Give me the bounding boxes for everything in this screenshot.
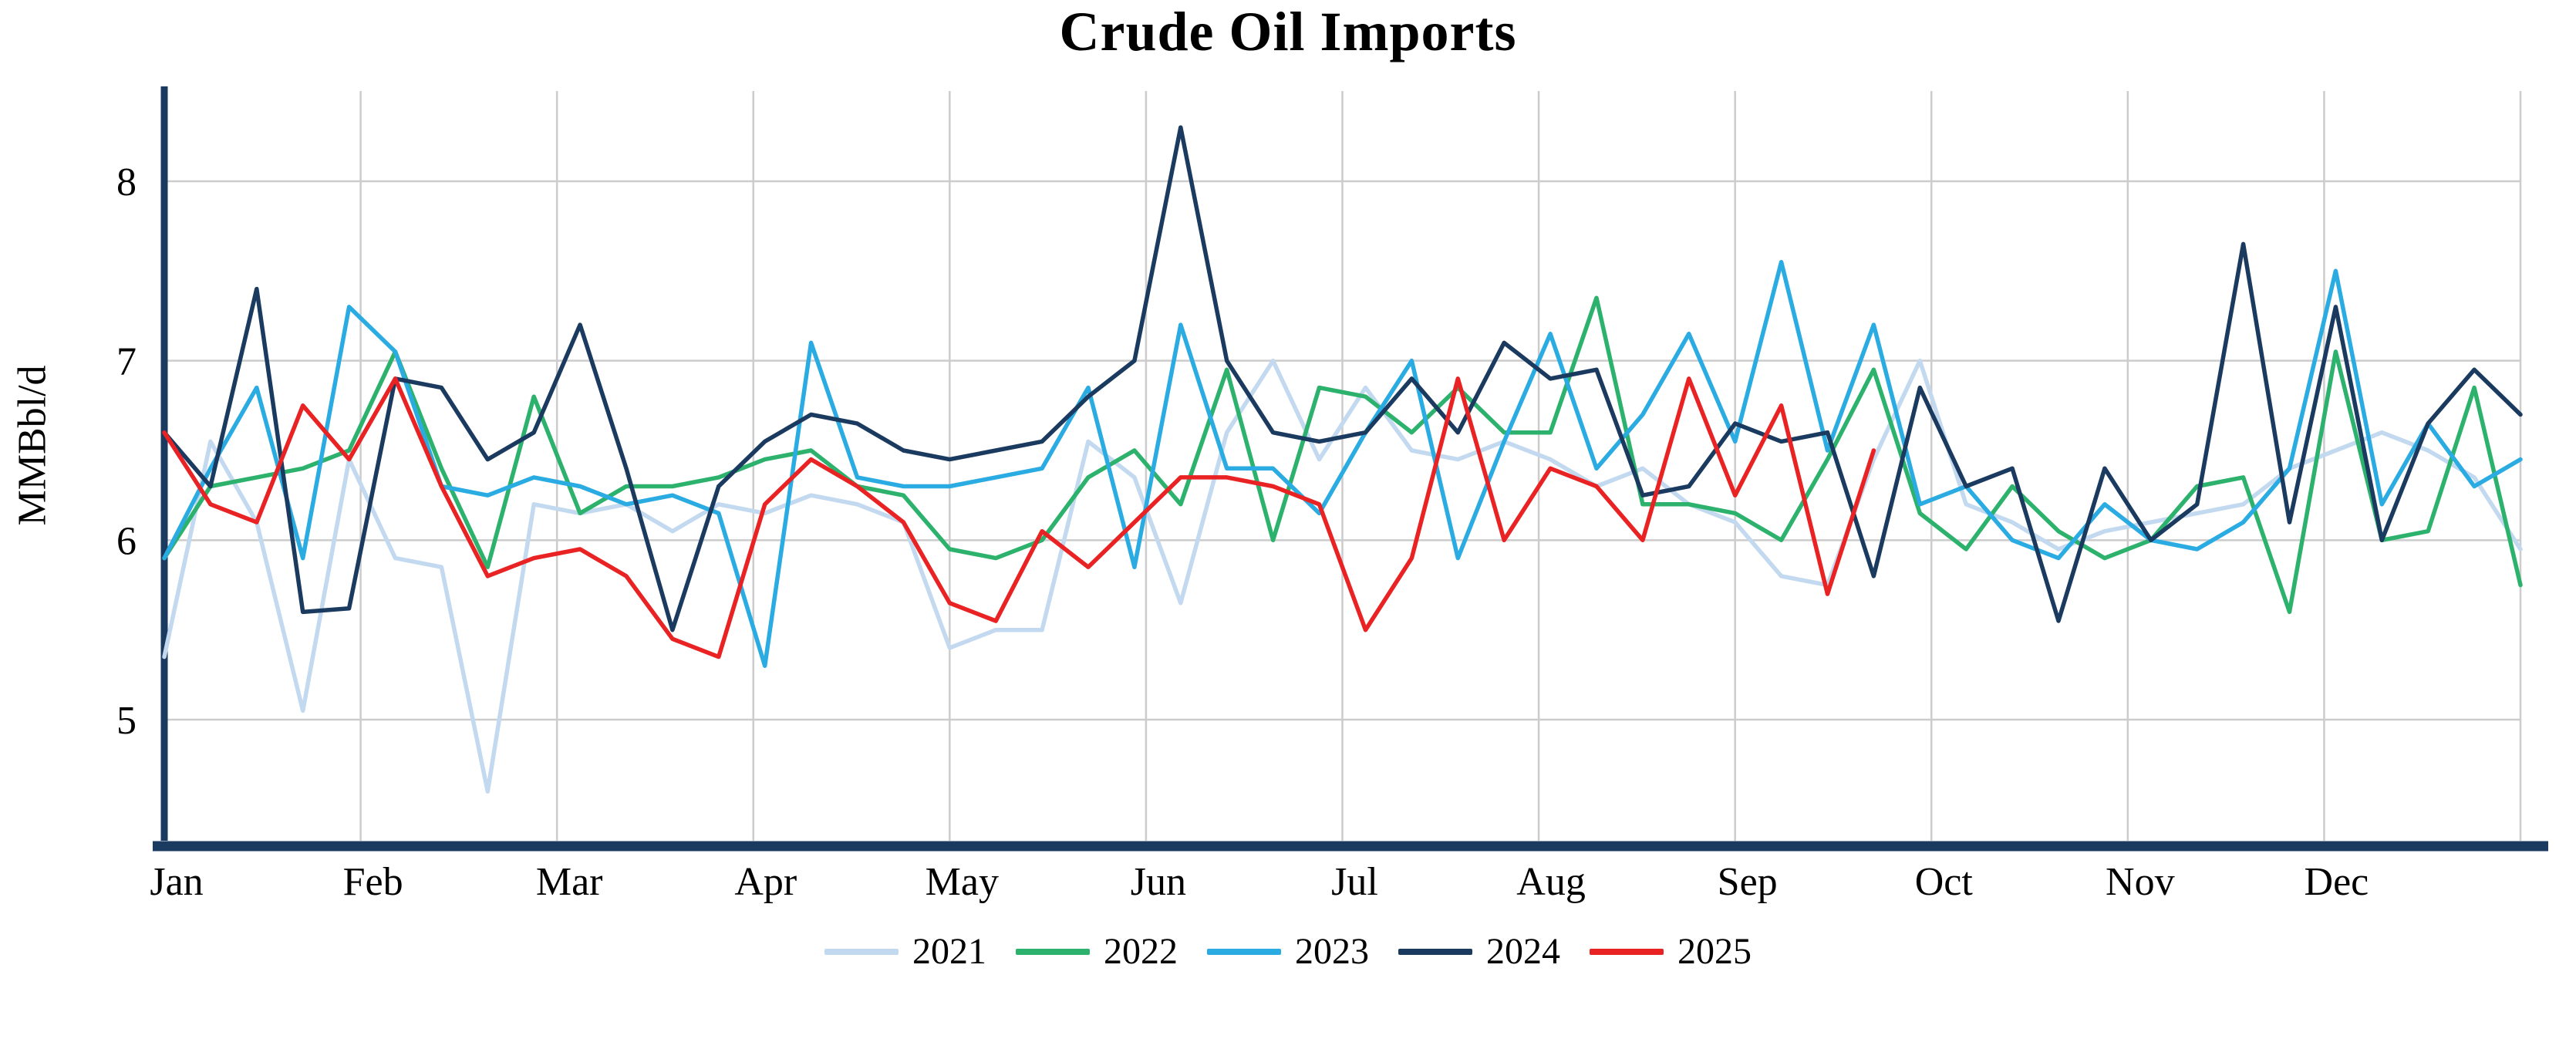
legend-swatch-2021 — [824, 948, 899, 955]
legend-label-2022: 2022 — [1104, 931, 1178, 972]
x-tick-label: Oct — [1915, 860, 1974, 904]
y-tick-label: 8 — [116, 160, 137, 204]
y-tick-label: 6 — [116, 519, 137, 563]
legend-item-2022: 2022 — [1016, 930, 1178, 973]
series-line-2021 — [162, 358, 2523, 794]
legend-swatch-2024 — [1398, 948, 1472, 955]
y-tick-label: 7 — [116, 340, 137, 384]
legend-label-2024: 2024 — [1486, 931, 1560, 972]
x-tick-label: Mar — [536, 860, 603, 904]
legend-item-2023: 2023 — [1207, 930, 1369, 973]
chart-legend: 2021 2022 2023 2024 2025 — [0, 930, 2576, 973]
legend-swatch-2025 — [1590, 948, 1664, 955]
x-tick-label: May — [926, 860, 999, 904]
legend-item-2025: 2025 — [1590, 930, 1752, 973]
x-tick-label: Jul — [1331, 860, 1378, 904]
series-line-2025 — [162, 376, 1876, 659]
legend-label-2025: 2025 — [1677, 931, 1752, 972]
legend-label-2023: 2023 — [1295, 931, 1369, 972]
legend-swatch-2022 — [1016, 948, 1090, 955]
x-tick-label: Apr — [734, 860, 797, 904]
series-line-2023 — [162, 259, 2523, 668]
legend-item-2024: 2024 — [1398, 930, 1560, 973]
x-tick-label: Dec — [2305, 860, 2369, 904]
series-line-2024 — [162, 125, 2523, 632]
x-tick-label: Jun — [1131, 860, 1186, 904]
x-tick-label: Aug — [1516, 860, 1586, 904]
legend-swatch-2023 — [1207, 948, 1281, 955]
series-line-2022 — [162, 295, 2523, 615]
chart-title: Crude Oil Imports — [1059, 1, 1517, 62]
x-tick-label: Nov — [2106, 860, 2175, 904]
legend-item-2021: 2021 — [824, 930, 986, 973]
x-tick-label: Jan — [150, 860, 203, 904]
x-tick-label: Sep — [1718, 860, 1778, 904]
legend-label-2021: 2021 — [912, 931, 986, 972]
x-tick-label: Feb — [343, 860, 403, 904]
y-tick-label: 5 — [116, 699, 137, 743]
